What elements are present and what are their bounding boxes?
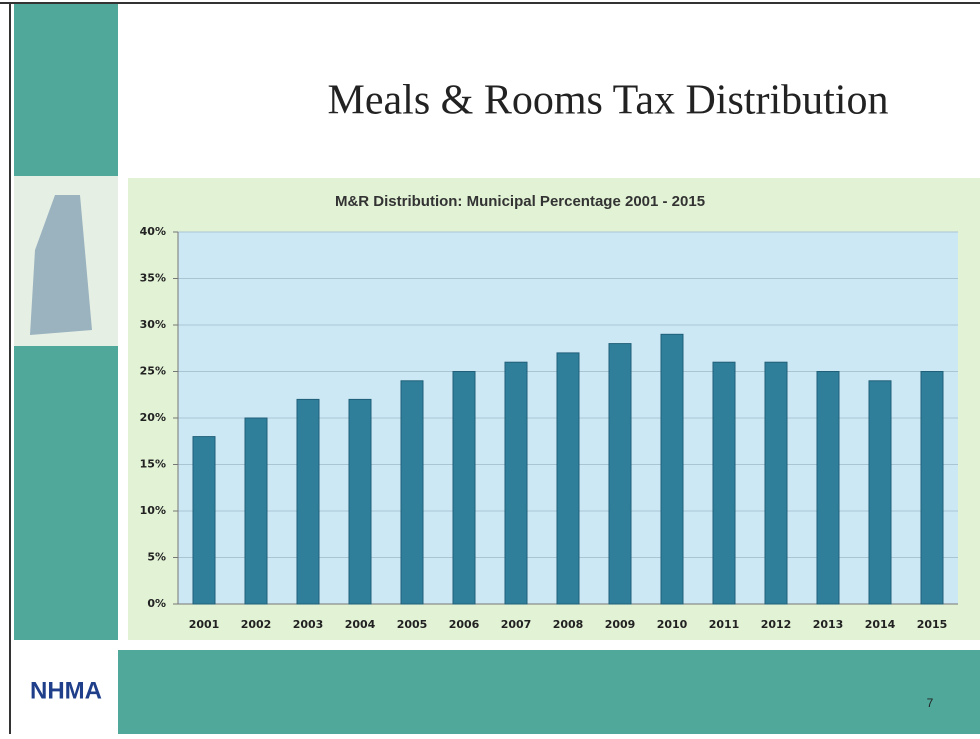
bar [505,362,527,604]
x-tick-label: 2009 [605,618,636,631]
x-tick-label: 2008 [553,618,584,631]
bar [817,372,839,605]
x-tick-label: 2005 [397,618,428,631]
x-tick-label: 2006 [449,618,480,631]
bar [609,344,631,604]
y-tick-label: 35% [140,272,166,285]
page-number: 7 [927,696,934,710]
bar [921,372,943,605]
bar [661,334,683,604]
side-strip [14,4,118,176]
bar [349,399,371,604]
x-tick-label: 2004 [345,618,376,631]
bar [297,399,319,604]
chart-title: M&R Distribution: Municipal Percentage 2… [335,193,705,210]
bar [453,372,475,605]
bar [245,418,267,604]
x-tick-label: 2003 [293,618,324,631]
x-tick-label: 2013 [813,618,844,631]
bar [401,381,423,604]
logo: NHMA [30,677,102,704]
x-tick-label: 2007 [501,618,532,631]
bar [713,362,735,604]
bar [765,362,787,604]
y-tick-label: 0% [147,597,166,610]
y-tick-label: 40% [140,225,166,238]
x-tick-label: 2002 [241,618,272,631]
bar [557,353,579,604]
x-tick-label: 2014 [865,618,896,631]
x-tick-label: 2012 [761,618,792,631]
x-tick-label: 2015 [917,618,948,631]
y-tick-label: 10% [140,504,166,517]
y-tick-label: 30% [140,318,166,331]
x-tick-label: 2001 [189,618,220,631]
y-tick-label: 25% [140,365,166,378]
y-tick-label: 15% [140,458,166,471]
y-tick-label: 5% [147,551,166,564]
x-tick-label: 2011 [709,618,740,631]
bottom-band [118,650,980,734]
side-strip [14,346,118,640]
slide-title: Meals & Rooms Tax Distribution [328,78,889,124]
y-tick-label: 20% [140,411,166,424]
bar [869,381,891,604]
x-tick-label: 2010 [657,618,688,631]
bar [193,437,215,604]
slide: Meals & Rooms Tax Distribution NHMA 7 M&… [0,0,980,734]
